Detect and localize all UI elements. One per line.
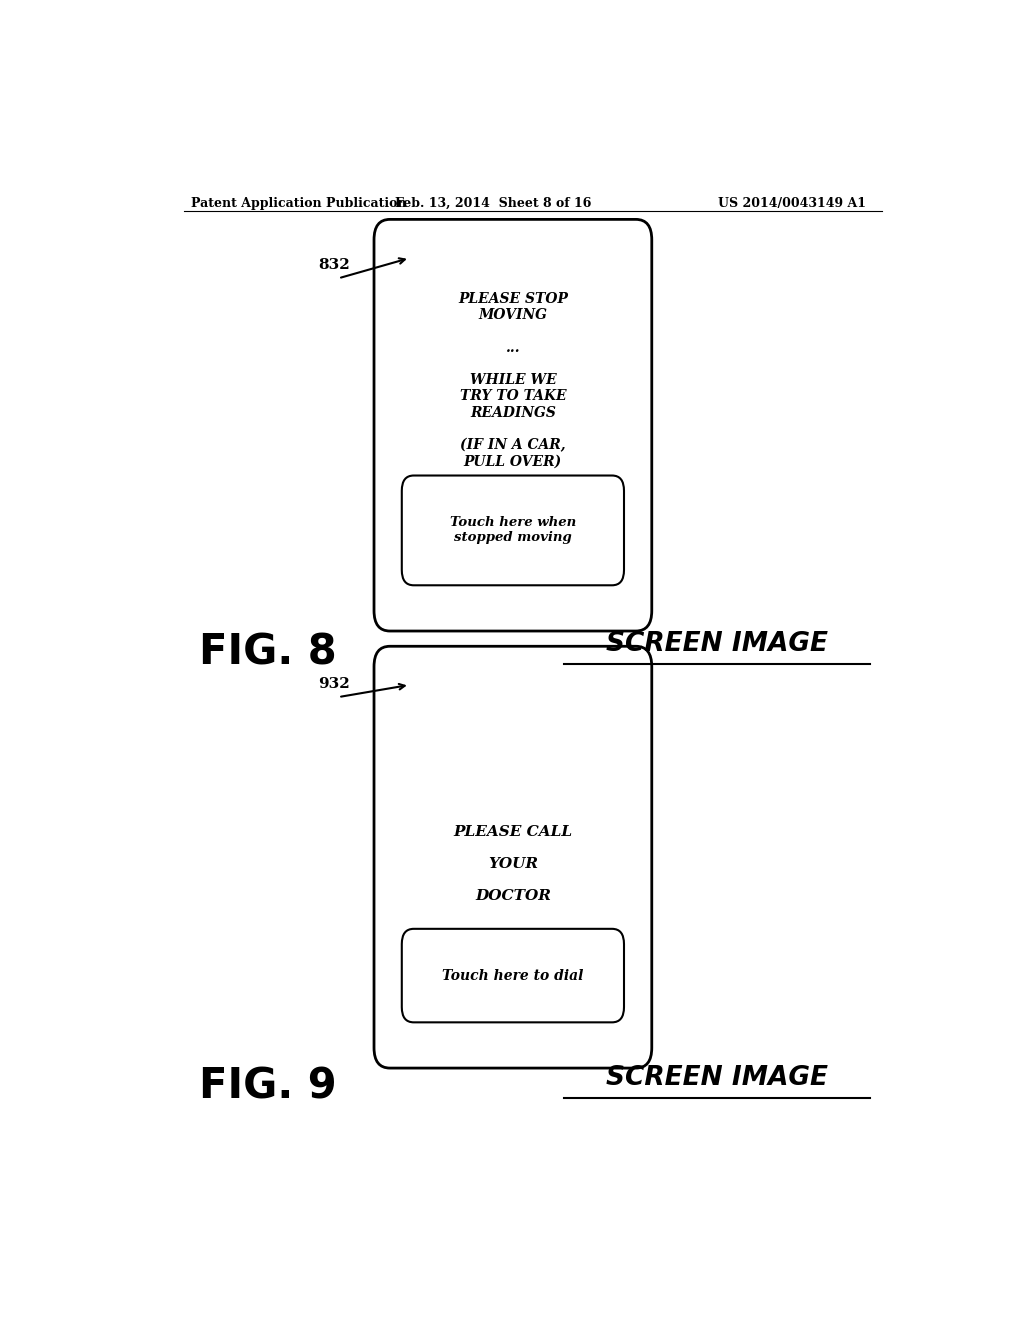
Text: Touch here when
stopped moving: Touch here when stopped moving — [450, 516, 577, 544]
Text: SCREEN IMAGE: SCREEN IMAGE — [606, 631, 828, 657]
FancyBboxPatch shape — [401, 475, 624, 585]
Text: SCREEN IMAGE: SCREEN IMAGE — [606, 1065, 828, 1092]
Text: Touch here to dial: Touch here to dial — [442, 969, 584, 982]
Text: PLEASE STOP
MOVING

...

WHILE WE
TRY TO TAKE
READINGS

(IF IN A CAR,
PULL OVER): PLEASE STOP MOVING ... WHILE WE TRY TO T… — [458, 292, 568, 469]
FancyBboxPatch shape — [401, 929, 624, 1022]
Text: 932: 932 — [318, 677, 350, 690]
Text: PLEASE CALL

YOUR

DOCTOR: PLEASE CALL YOUR DOCTOR — [454, 825, 572, 903]
Text: US 2014/0043149 A1: US 2014/0043149 A1 — [718, 197, 866, 210]
Text: Patent Application Publication: Patent Application Publication — [191, 197, 407, 210]
FancyBboxPatch shape — [374, 647, 651, 1068]
Text: FIG. 8: FIG. 8 — [200, 631, 337, 673]
Text: FIG. 9: FIG. 9 — [200, 1065, 337, 1107]
Text: Feb. 13, 2014  Sheet 8 of 16: Feb. 13, 2014 Sheet 8 of 16 — [395, 197, 591, 210]
FancyBboxPatch shape — [374, 219, 651, 631]
Text: 832: 832 — [318, 259, 350, 272]
